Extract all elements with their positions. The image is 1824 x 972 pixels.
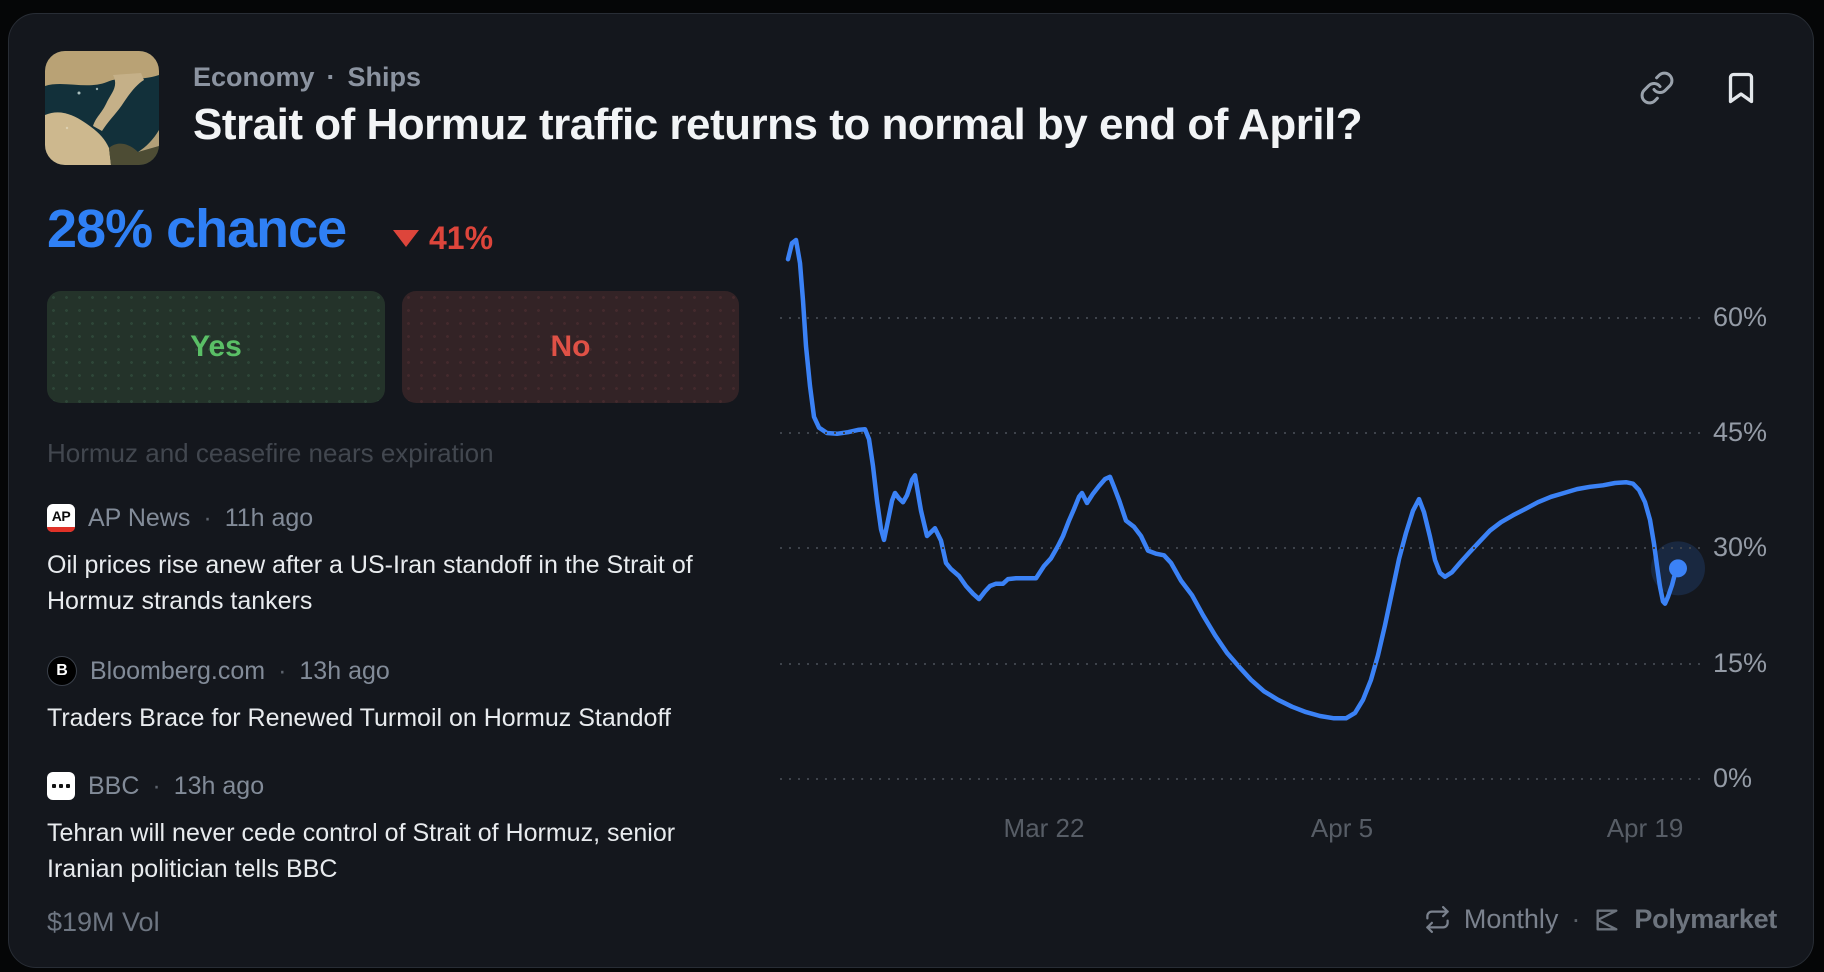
news-time: 13h ago: [173, 771, 265, 800]
news-item[interactable]: AP AP News · 11h ago Oil prices rise ane…: [47, 504, 747, 619]
news-source-row: BBC · 13h ago: [47, 772, 747, 800]
brand-name[interactable]: Polymarket: [1634, 904, 1777, 934]
breadcrumb-separator: ·: [326, 62, 336, 92]
news-headline[interactable]: Oil prices rise anew after a US-Iran sta…: [47, 551, 693, 615]
bookmark-button[interactable]: [1723, 70, 1759, 106]
breadcrumb-category[interactable]: Economy: [193, 62, 315, 92]
news-source: BBC: [88, 771, 140, 800]
news-source-row: AP AP News · 11h ago: [47, 504, 747, 532]
y-axis-label: 30%: [1713, 532, 1768, 563]
current-point-dot: [1669, 559, 1687, 578]
polymarket-logo: [1596, 909, 1618, 930]
copy-link-button[interactable]: [1639, 70, 1675, 106]
news-source-row: B Bloomberg.com · 13h ago: [47, 656, 747, 686]
x-axis-label: Apr 5: [1310, 813, 1374, 843]
news-time: 11h ago: [224, 503, 314, 532]
y-axis-label: 45%: [1713, 416, 1768, 447]
y-axis-label: 0%: [1713, 763, 1753, 793]
ap-news-icon: AP: [47, 504, 75, 532]
link-icon: [1640, 71, 1674, 105]
gridline-0: [780, 778, 1703, 780]
news-headline[interactable]: Traders Brace for Renewed Turmoil on Hor…: [47, 704, 671, 732]
y-axis-label: 15%: [1713, 647, 1768, 678]
strait-satellite-image: [45, 51, 159, 165]
source-separator: ·: [152, 771, 161, 800]
gridline-15: [780, 662, 1703, 665]
bbc-icon: [47, 772, 75, 800]
chance-change: 41%: [393, 220, 493, 257]
y-axis-label: 60%: [1713, 301, 1768, 332]
bloomberg-icon-letter: B: [56, 662, 68, 679]
news-source: Bloomberg.com: [90, 656, 266, 685]
x-axis-label: Apr 19: [1606, 813, 1684, 843]
ap-icon-red-bar: [47, 527, 75, 532]
news-item[interactable]: BBC · 13h ago Tehran will never cede con…: [47, 772, 747, 887]
market-card: Economy · Ships Strait of Hormuz traffic…: [8, 13, 1814, 968]
footer-separator: ·: [1571, 904, 1581, 934]
repeat-icon: [1426, 906, 1449, 933]
yes-button[interactable]: Yes: [47, 291, 385, 403]
source-separator: ·: [203, 503, 212, 532]
current-point-glow: [1651, 541, 1705, 596]
news-time: 13h ago: [299, 656, 390, 685]
down-triangle-icon: [393, 230, 419, 247]
ap-icon-letters: AP: [51, 508, 71, 524]
x-axis-label: Mar 22: [1003, 813, 1085, 843]
breadcrumb-subcategory[interactable]: Ships: [347, 62, 422, 92]
market-title: Strait of Hormuz traffic returns to norm…: [193, 100, 1363, 149]
volume-label: $19M Vol: [47, 907, 160, 937]
previous-headline-faded: Hormuz and ceasefire nears expiration: [47, 438, 494, 468]
bloomberg-icon: B: [47, 656, 77, 686]
gridline-45: [780, 431, 1703, 434]
footer-right: Monthly · Polymarket: [1424, 904, 1777, 935]
chance-change-value: 41%: [429, 220, 494, 256]
gridline-30: [780, 547, 1703, 550]
source-separator: ·: [278, 656, 287, 685]
no-button[interactable]: No: [402, 291, 739, 403]
frequency-label[interactable]: Monthly: [1463, 904, 1559, 934]
market-thumbnail: [45, 51, 159, 165]
bookmark-icon: [1728, 72, 1754, 104]
gridline-60: [780, 316, 1703, 319]
news-source: AP News: [88, 503, 191, 532]
breadcrumb: Economy · Ships: [193, 62, 421, 93]
news-headline[interactable]: Tehran will never cede control of Strait…: [47, 819, 676, 883]
chance-value: 28% chance: [47, 199, 347, 259]
news-item[interactable]: B Bloomberg.com · 13h ago Traders Brace …: [47, 656, 747, 736]
probability-line: [785, 237, 1681, 721]
